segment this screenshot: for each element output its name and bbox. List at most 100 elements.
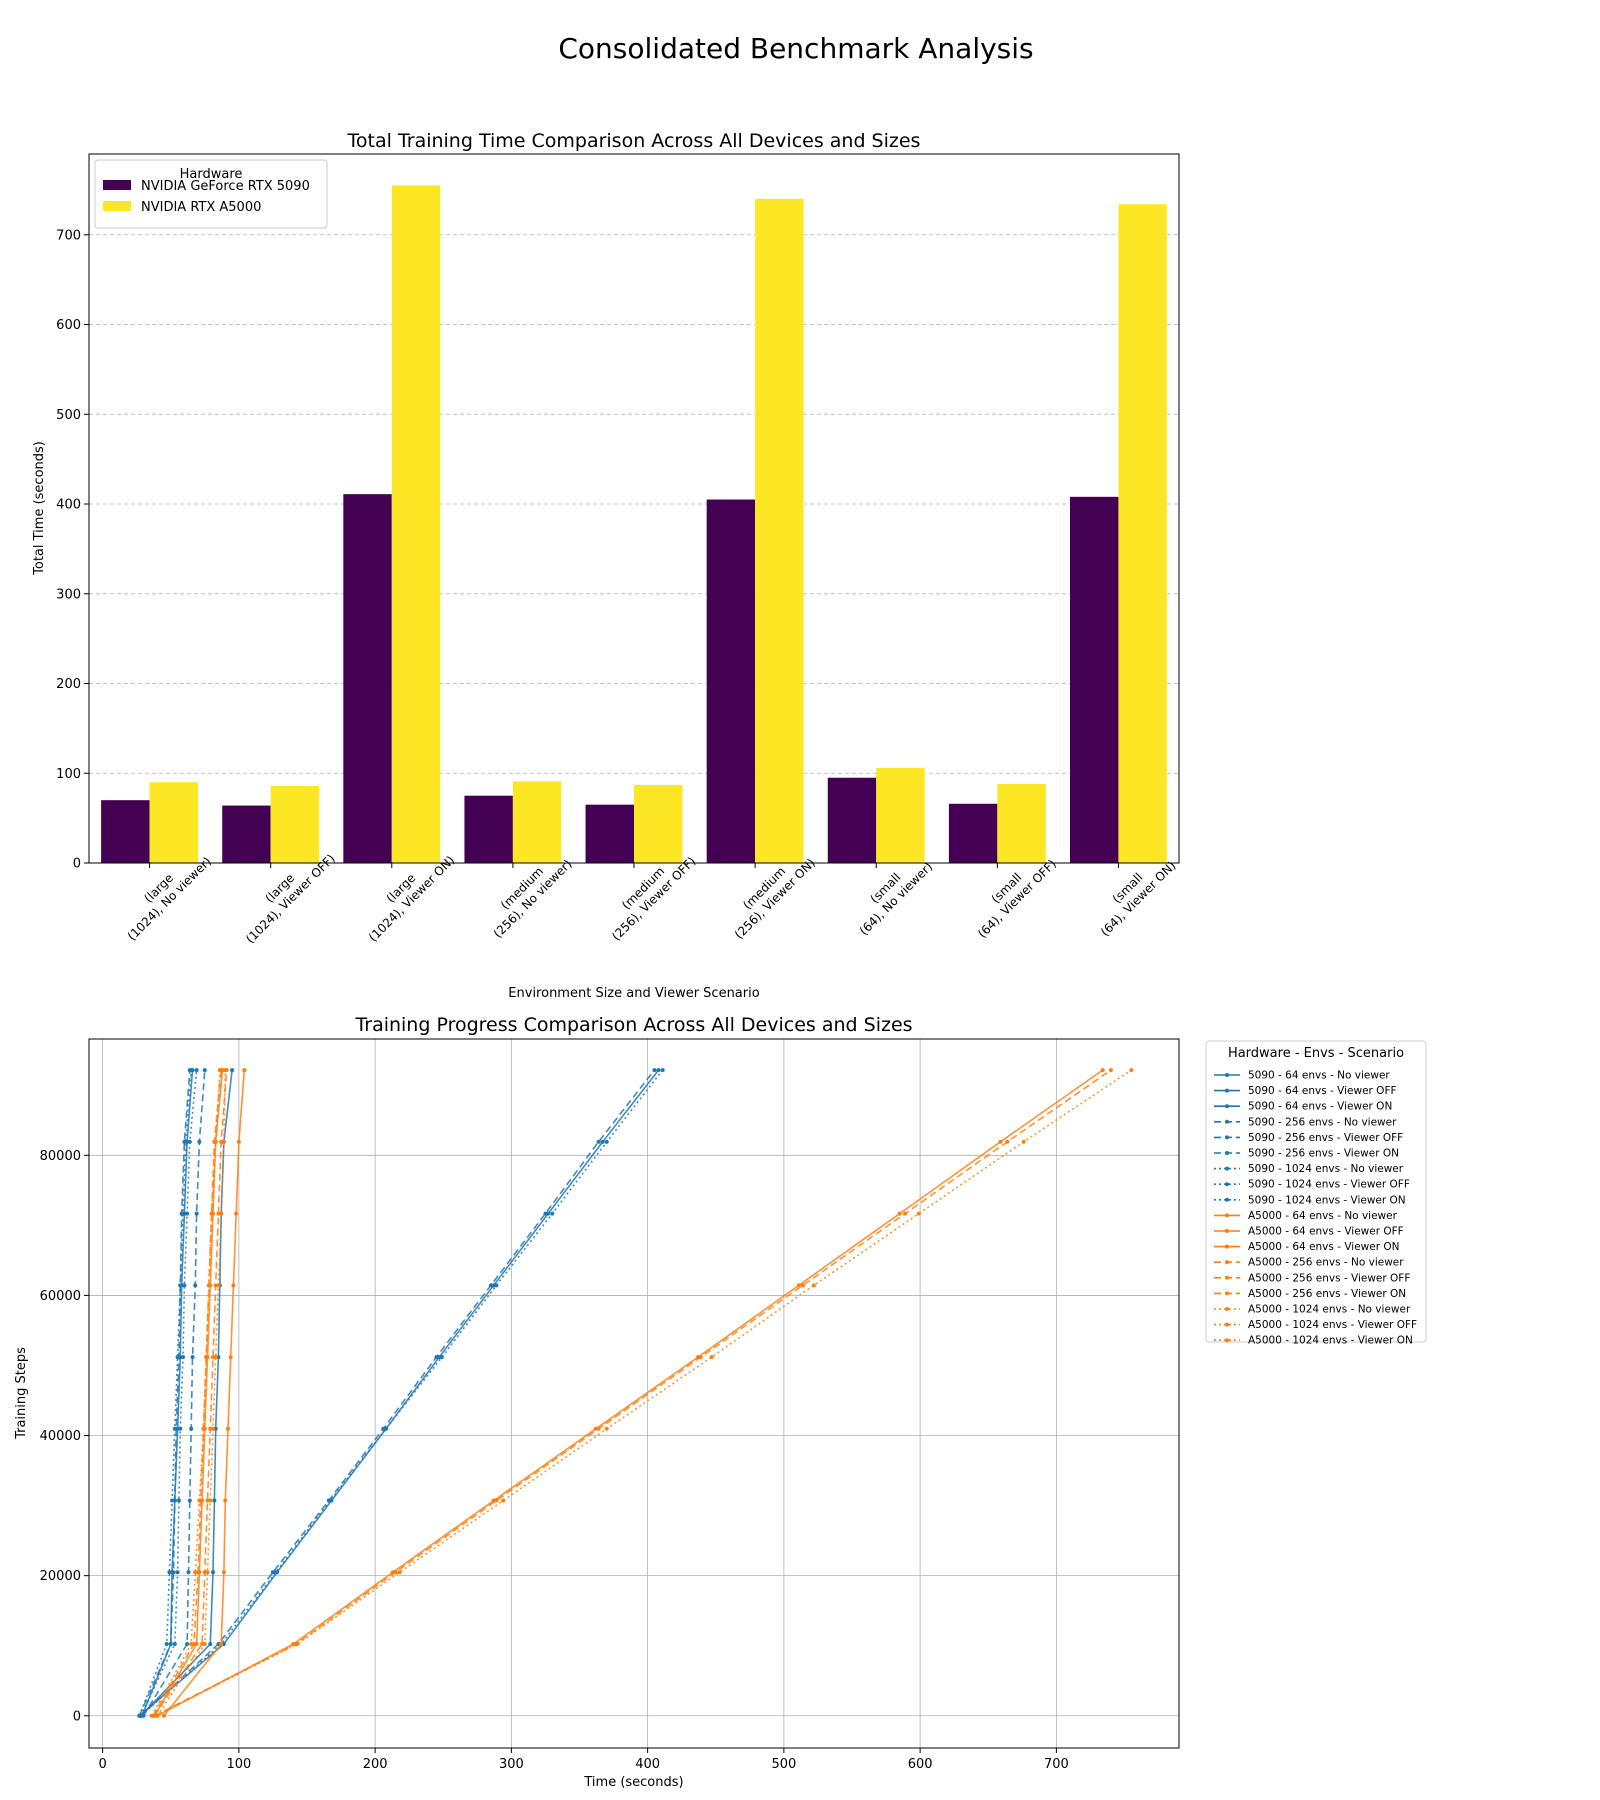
- series-point: [543, 1211, 548, 1216]
- bar-ytick-label: 400: [56, 498, 81, 513]
- series-point: [178, 1426, 183, 1431]
- bar-legend-title: Hardware: [180, 167, 243, 182]
- series-point: [210, 1426, 215, 1431]
- line-legend-marker: [1225, 1291, 1229, 1296]
- line-legend-label: 5090 - 64 envs - Viewer ON: [1248, 1101, 1392, 1113]
- line-legend-marker: [1225, 1073, 1229, 1077]
- series-point: [185, 1211, 190, 1216]
- line-legend-marker: [1225, 1166, 1229, 1171]
- bar-ytick-label: 700: [56, 228, 81, 243]
- line-legend-marker: [1225, 1275, 1229, 1280]
- bar-a5000-5: [755, 198, 804, 863]
- bar-chart-bars: [101, 185, 1167, 864]
- series-point: [175, 1355, 180, 1360]
- line-legend-label: 5090 - 1024 envs - Viewer ON: [1248, 1194, 1406, 1206]
- line-xtick-label: 600: [908, 1757, 933, 1772]
- series-point: [206, 1283, 211, 1288]
- series-point: [171, 1570, 176, 1575]
- series-point: [223, 1498, 228, 1503]
- series-point: [998, 1139, 1003, 1144]
- series-point: [916, 1211, 921, 1216]
- series-point: [208, 1498, 213, 1503]
- line-chart-ylabel: Training Steps: [14, 1347, 29, 1440]
- series-point: [1021, 1139, 1026, 1144]
- line-series-5090-1024-envs-no-viewer: [138, 1068, 199, 1718]
- series-point: [494, 1283, 499, 1288]
- line-legend-label: A5000 - 64 envs - Viewer ON: [1248, 1241, 1399, 1253]
- line-legend-label: A5000 - 1024 envs - No viewer: [1248, 1304, 1411, 1316]
- line-legend-marker: [1225, 1182, 1229, 1187]
- series-point: [217, 1068, 222, 1073]
- series-point: [236, 1139, 241, 1144]
- series-point: [164, 1642, 169, 1647]
- line-legend-label: 5090 - 64 envs - No viewer: [1248, 1070, 1390, 1082]
- line-chart-series: [137, 1068, 1134, 1718]
- bar-rtx5090-0: [101, 800, 150, 863]
- line-xtick-label: 500: [771, 1757, 796, 1772]
- series-point: [488, 1283, 493, 1288]
- line-legend-label: 5090 - 64 envs - Viewer OFF: [1248, 1085, 1397, 1097]
- bar-a5000-2: [391, 185, 441, 864]
- line-legend-label: 5090 - 1024 envs - Viewer OFF: [1248, 1179, 1410, 1191]
- series-point: [328, 1498, 333, 1503]
- series-point: [811, 1283, 816, 1288]
- series-point: [201, 1426, 206, 1431]
- series-point: [384, 1426, 389, 1431]
- line-chart-y-axis: 0 20000 40000 60000 80000: [40, 1149, 89, 1724]
- series-point: [242, 1068, 247, 1073]
- series-point: [604, 1139, 609, 1144]
- series-point: [187, 1498, 192, 1503]
- bar-chart-y-axis: 0 100 200 300 400 500 600 700: [56, 228, 89, 872]
- bar-ytick-label: 200: [56, 677, 81, 692]
- series-point: [209, 1211, 214, 1216]
- series-point: [501, 1498, 506, 1503]
- line-xtick-label: 700: [1044, 1757, 1069, 1772]
- series-point: [230, 1068, 235, 1073]
- series-point: [210, 1570, 215, 1575]
- line-legend-label: 5090 - 1024 envs - No viewer: [1248, 1163, 1404, 1175]
- line-xtick-label: 0: [98, 1757, 106, 1772]
- series-point: [698, 1355, 703, 1360]
- line-legend-marker: [1225, 1338, 1229, 1343]
- series-point: [189, 1642, 194, 1647]
- bar-ytick-label: 300: [56, 587, 81, 602]
- bar-legend-label: NVIDIA RTX A5000: [141, 200, 261, 215]
- line-ytick-label: 0: [73, 1709, 81, 1724]
- series-point: [185, 1642, 190, 1647]
- series-point: [202, 1068, 207, 1073]
- series-point: [212, 1498, 217, 1503]
- series-point: [393, 1570, 398, 1575]
- bar-a5000-1: [270, 785, 320, 863]
- series-point: [189, 1426, 194, 1431]
- series-line: [140, 1070, 198, 1717]
- line-chart-legend: Hardware - Envs - Scenario 5090 - 64 env…: [1205, 1040, 1427, 1347]
- series-point: [660, 1068, 665, 1073]
- series-point: [897, 1211, 902, 1216]
- series-point: [550, 1211, 555, 1216]
- bar-rtx5090-4: [585, 804, 634, 863]
- line-legend-label: 5090 - 256 envs - Viewer OFF: [1248, 1132, 1403, 1144]
- bar-a5000-0: [149, 782, 198, 863]
- series-point: [181, 1355, 186, 1360]
- line-legend-title: Hardware - Envs - Scenario: [1228, 1046, 1404, 1061]
- series-point: [439, 1355, 444, 1360]
- line-legend-label: A5000 - 1024 envs - Viewer ON: [1248, 1335, 1413, 1347]
- series-line: [154, 1069, 1112, 1717]
- series-point: [397, 1570, 402, 1575]
- series-point: [178, 1283, 183, 1288]
- series-point: [295, 1642, 300, 1647]
- series-point: [153, 1713, 158, 1718]
- line-ytick-label: 60000: [40, 1289, 81, 1304]
- series-point: [1100, 1068, 1105, 1073]
- series-point: [216, 1283, 221, 1288]
- series-point: [709, 1355, 714, 1360]
- series-point: [796, 1283, 801, 1288]
- series-point: [213, 1139, 218, 1144]
- bar-a5000-7: [997, 784, 1046, 863]
- bar-ytick-label: 600: [56, 318, 81, 333]
- line-legend-marker: [1225, 1260, 1229, 1265]
- series-point: [197, 1498, 202, 1503]
- line-legend-label: A5000 - 64 envs - No viewer: [1248, 1210, 1398, 1222]
- series-line: [140, 1069, 656, 1717]
- line-legend-marker: [1225, 1135, 1229, 1140]
